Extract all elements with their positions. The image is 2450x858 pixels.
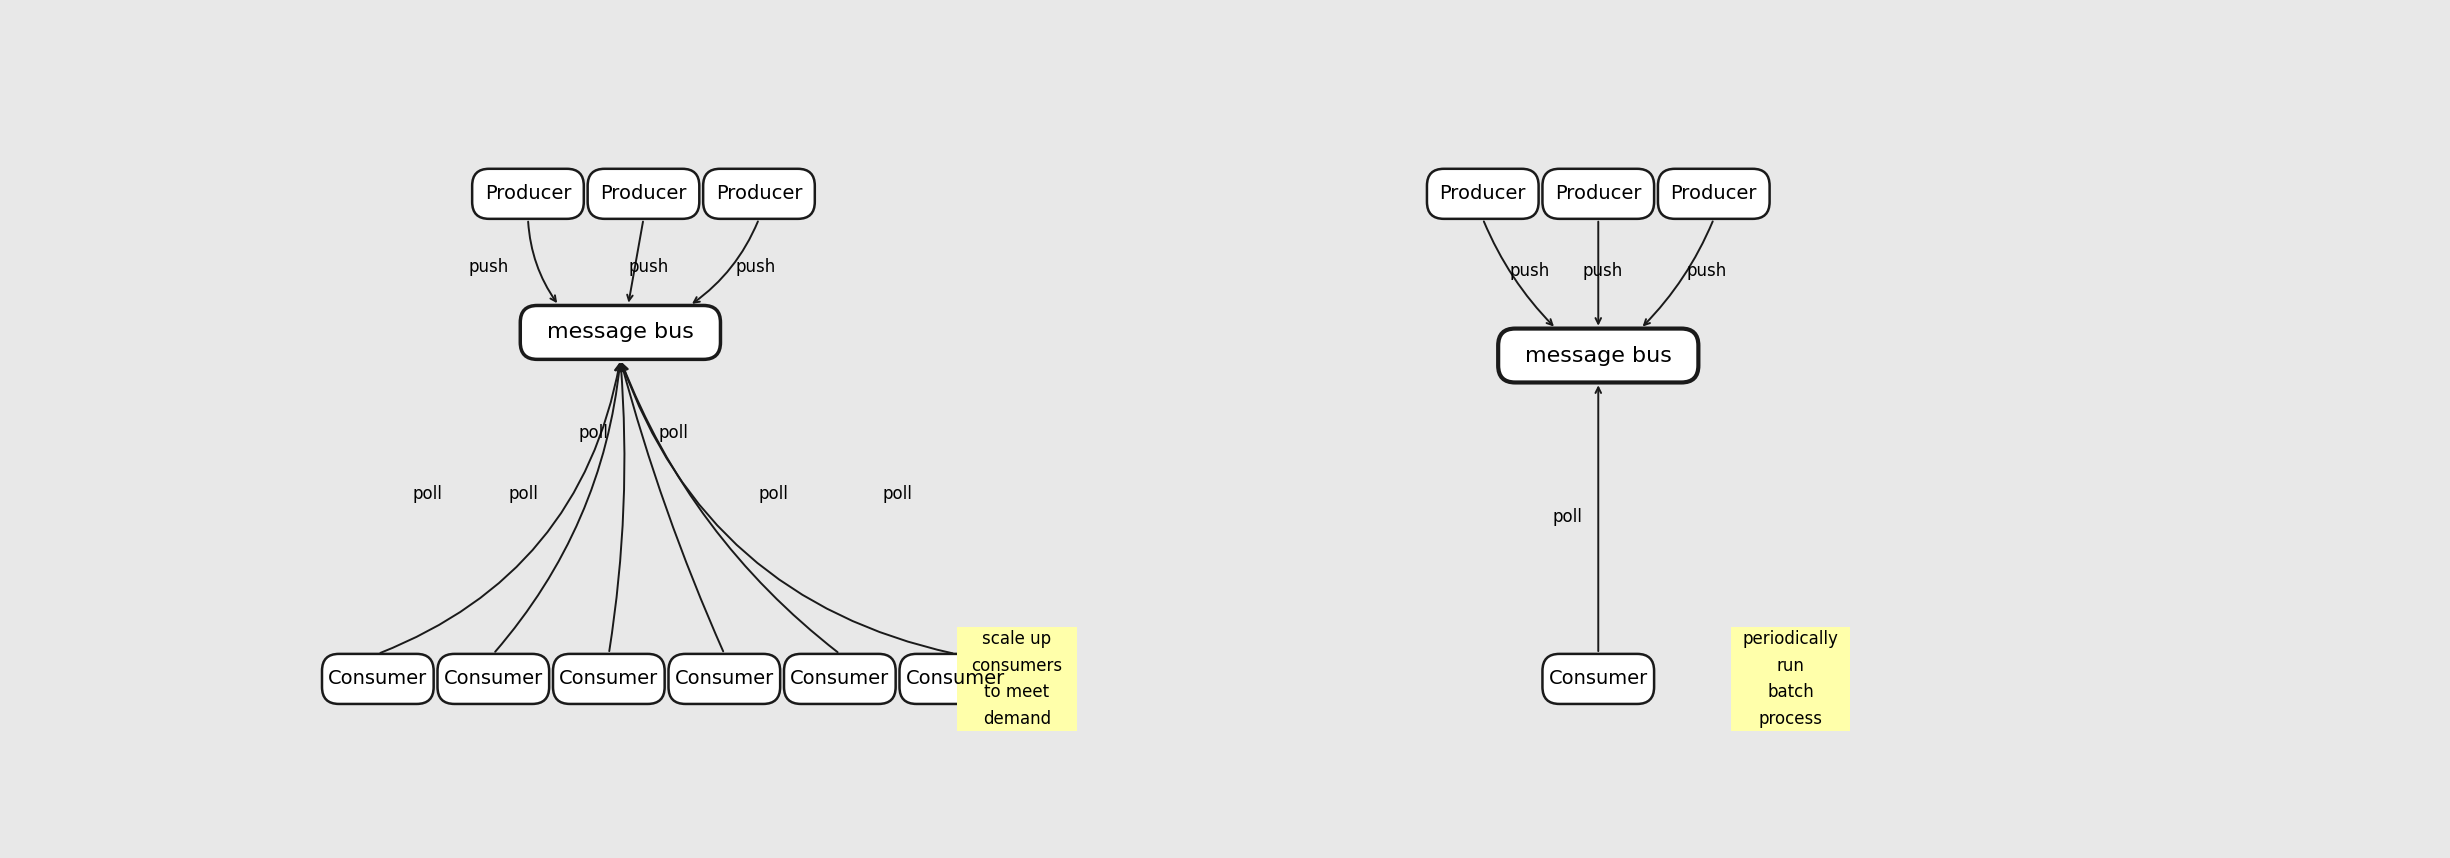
FancyArrowPatch shape: [622, 364, 953, 653]
FancyArrowPatch shape: [620, 364, 723, 651]
FancyBboxPatch shape: [439, 654, 549, 704]
Text: periodically
run
batch
process: periodically run batch process: [1742, 631, 1838, 728]
Text: Consumer: Consumer: [1548, 669, 1649, 688]
Text: Consumer: Consumer: [328, 669, 426, 688]
Text: message bus: message bus: [1524, 346, 1671, 366]
Text: Producer: Producer: [1556, 184, 1642, 203]
FancyBboxPatch shape: [554, 654, 664, 704]
FancyBboxPatch shape: [1544, 169, 1654, 219]
Text: scale up
consumers
to meet
demand: scale up consumers to meet demand: [970, 631, 1063, 728]
Text: poll: poll: [510, 485, 539, 503]
FancyBboxPatch shape: [899, 654, 1012, 704]
Text: poll: poll: [882, 485, 911, 503]
FancyBboxPatch shape: [669, 654, 779, 704]
FancyBboxPatch shape: [1497, 329, 1698, 383]
FancyBboxPatch shape: [1659, 169, 1769, 219]
Text: push: push: [1509, 262, 1551, 280]
FancyBboxPatch shape: [519, 305, 720, 360]
FancyBboxPatch shape: [1426, 169, 1539, 219]
Text: message bus: message bus: [546, 323, 693, 342]
Text: push: push: [627, 258, 669, 276]
Text: Producer: Producer: [715, 184, 801, 203]
FancyBboxPatch shape: [588, 169, 698, 219]
Text: push: push: [735, 258, 777, 276]
FancyArrowPatch shape: [622, 364, 838, 652]
FancyBboxPatch shape: [473, 169, 583, 219]
FancyBboxPatch shape: [321, 654, 434, 704]
Text: Consumer: Consumer: [443, 669, 544, 688]
Text: Consumer: Consumer: [791, 669, 889, 688]
Text: poll: poll: [659, 424, 688, 442]
Text: poll: poll: [1553, 508, 1583, 526]
FancyBboxPatch shape: [784, 654, 897, 704]
Text: Producer: Producer: [1441, 184, 1526, 203]
Text: push: push: [468, 258, 510, 276]
FancyBboxPatch shape: [958, 627, 1076, 731]
Text: poll: poll: [412, 485, 443, 503]
Text: push: push: [1686, 262, 1727, 280]
FancyArrowPatch shape: [495, 365, 622, 652]
Text: Producer: Producer: [485, 184, 571, 203]
FancyArrowPatch shape: [380, 365, 622, 653]
FancyArrowPatch shape: [610, 365, 625, 651]
Text: Producer: Producer: [1671, 184, 1757, 203]
Text: poll: poll: [578, 424, 608, 442]
FancyBboxPatch shape: [1732, 627, 1850, 731]
Text: Consumer: Consumer: [674, 669, 774, 688]
Text: poll: poll: [760, 485, 789, 503]
Text: Consumer: Consumer: [906, 669, 1004, 688]
Text: Producer: Producer: [600, 184, 686, 203]
FancyBboxPatch shape: [703, 169, 816, 219]
Text: Consumer: Consumer: [559, 669, 659, 688]
Text: push: push: [1583, 262, 1622, 280]
FancyBboxPatch shape: [1544, 654, 1654, 704]
